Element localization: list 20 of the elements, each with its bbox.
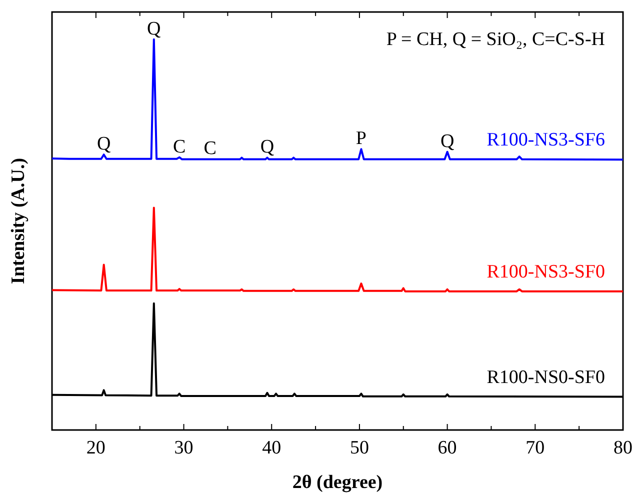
annotation: Q <box>440 130 454 152</box>
x-tick-label: 30 <box>174 437 194 458</box>
annotation: P = CH, Q = SiO₂, C=C-S-H <box>386 29 606 50</box>
annotation: C <box>204 138 216 159</box>
x-tick-label: 80 <box>614 437 632 458</box>
x-tick-label: 60 <box>438 437 457 458</box>
series-label: R100-NS3-SF0 <box>486 261 605 282</box>
annotation: P <box>356 128 367 150</box>
x-tick-label: 40 <box>262 437 282 458</box>
y-axis-title: Intensity (A.U.) <box>8 158 29 284</box>
x-tick-label: 70 <box>526 437 545 458</box>
x-tick-label: 20 <box>86 437 106 458</box>
x-axis-title: 2θ (degree) <box>292 472 383 493</box>
annotation: Q <box>260 136 274 158</box>
series-label: R100-NS0-SF0 <box>486 366 605 388</box>
annotation: C <box>173 136 186 158</box>
annotation: Q <box>147 18 162 40</box>
x-tick-label: 50 <box>350 437 369 458</box>
annotation: Q <box>96 134 111 155</box>
series-label: R100-NS3-SF6 <box>486 130 605 151</box>
